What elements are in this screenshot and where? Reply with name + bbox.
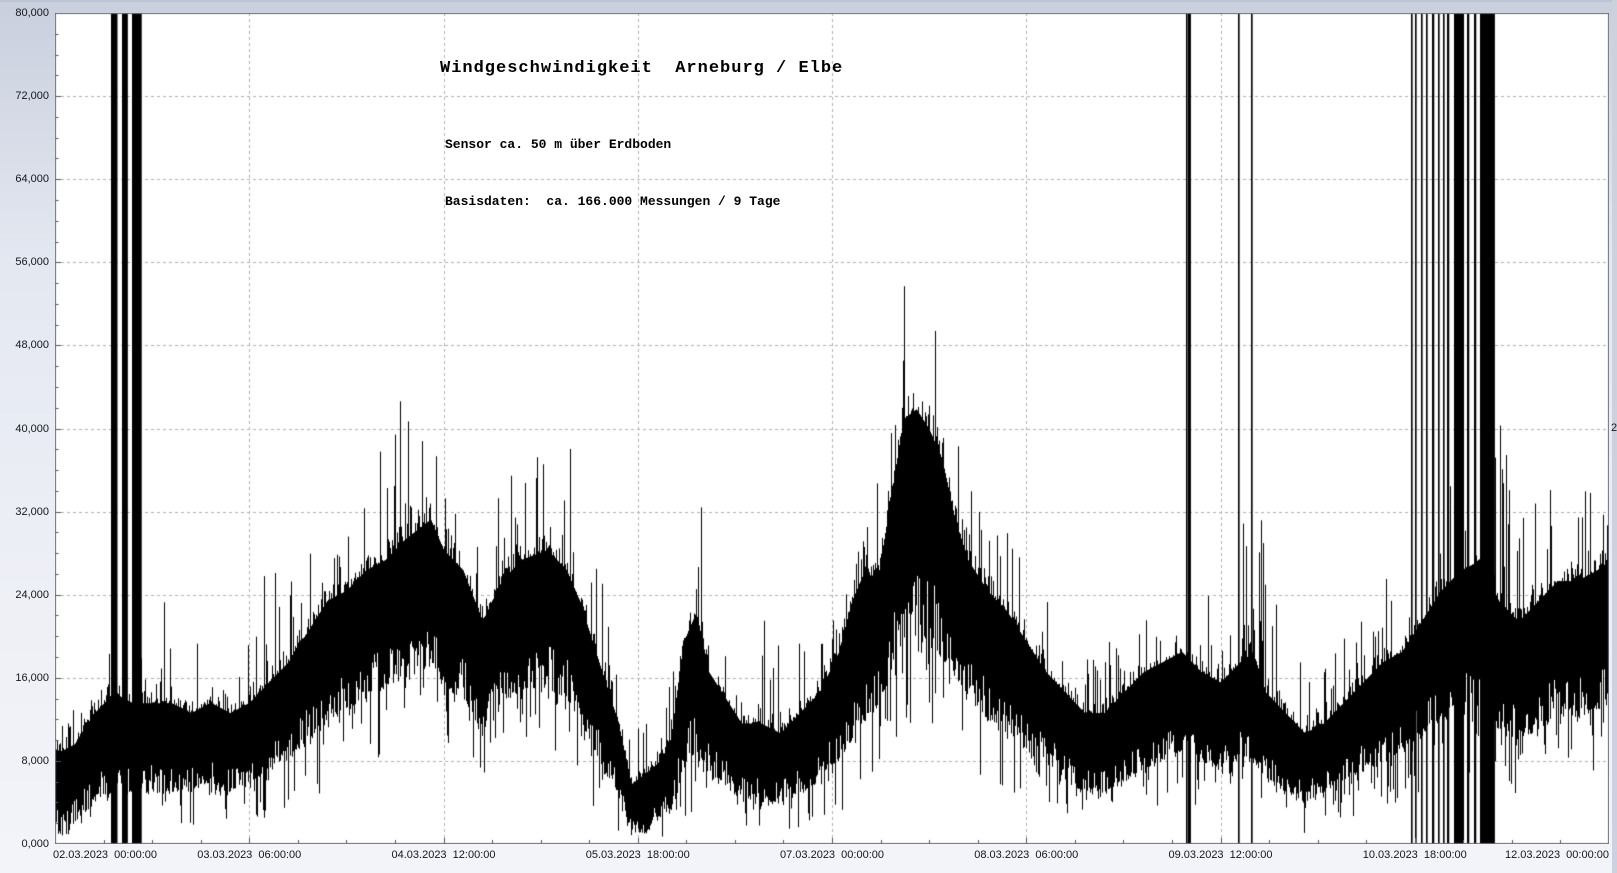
x-tick-label: 05.03.2023 18:00:00 — [585, 849, 690, 861]
x-tick-label: 04.03.2023 12:00:00 — [391, 849, 496, 861]
window-right-edge — [1612, 0, 1617, 873]
y-tick-label: 48,000 — [15, 339, 49, 352]
chart-subtitle-sensor: Sensor ca. 50 m über Erdboden — [445, 137, 672, 152]
clipped-right-axis-label: 2 — [1611, 422, 1617, 434]
y-tick-label: 72,000 — [15, 90, 49, 103]
y-tick-label: 8,000 — [21, 754, 49, 767]
y-tick-label: 56,000 — [15, 256, 49, 269]
title-block: Windgeschwindigkeit Arneburg / Elbe Sens… — [440, 22, 843, 230]
window-top-edge — [0, 0, 1617, 2]
chart-subtitle-basisdaten: Basisdaten: ca. 166.000 Messungen / 9 Ta… — [445, 194, 781, 209]
y-tick-label: 80,000 — [15, 7, 49, 19]
y-tick-label: 32,000 — [15, 505, 49, 518]
y-tick-label: 64,000 — [15, 173, 49, 186]
x-tick-label: 03.03.2023 06:00:00 — [197, 849, 302, 861]
x-tick-label: 12.03.2023 00:00:00 — [1505, 849, 1609, 861]
y-tick-label: 24,000 — [15, 588, 49, 601]
x-tick-label: 08.03.2023 06:00:00 — [974, 849, 1079, 861]
x-tick-label: 10.03.2023 18:00:00 — [1362, 849, 1467, 861]
x-tick-label: 07.03.2023 00:00:00 — [780, 849, 884, 861]
plot-area — [55, 13, 1609, 844]
y-tick-label: 0,000 — [21, 838, 49, 850]
x-tick-label: 09.03.2023 12:00:00 — [1168, 849, 1273, 861]
chart-title: Windgeschwindigkeit Arneburg / Elbe — [440, 59, 844, 78]
wind-chart-canvas — [55, 13, 1609, 844]
y-tick-label: 16,000 — [15, 671, 49, 684]
x-tick-label: 02.03.2023 00:00:00 — [53, 849, 157, 861]
y-tick-label: 40,000 — [15, 422, 49, 435]
